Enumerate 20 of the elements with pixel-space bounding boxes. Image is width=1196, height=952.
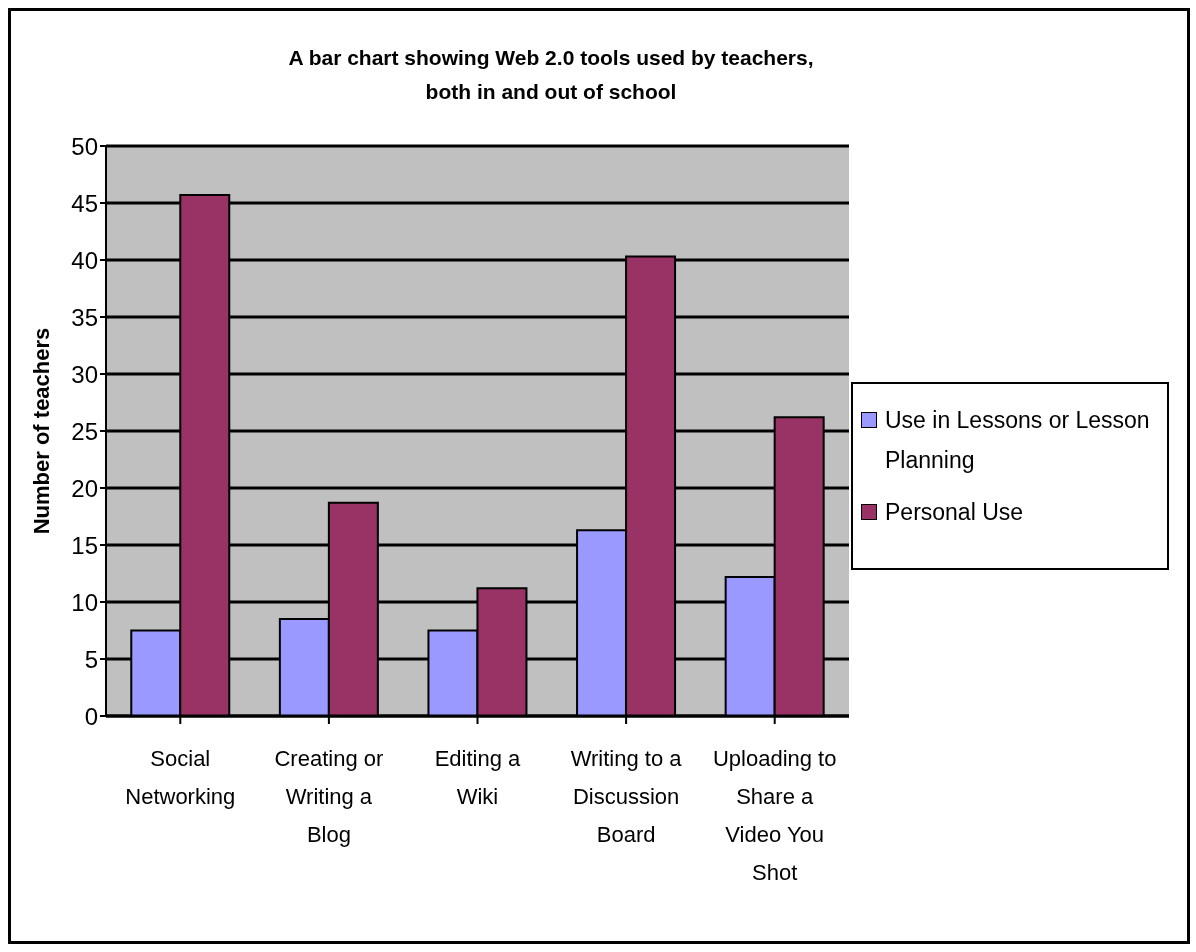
x-tick-label: Uploading to Share a Video You Shot [712,746,837,885]
x-tick-label: Writing to a Discussion Board [570,746,683,847]
y-tick-label: 10 [71,588,98,616]
legend-label: Use in Lessons or Lesson Planning [885,406,1151,475]
y-tick-label: 0 [84,702,98,730]
y-tick-label: 50 [71,132,98,160]
x-tick-label: Creating or Writing a Blog [274,746,384,847]
y-axis-title: Number of teachers [28,327,54,535]
y-tick-label: 45 [71,189,98,217]
chart-title: A bar chart showing Web 2.0 tools used by teachers, both in and out of school [287,45,815,105]
y-tick-label: 25 [71,417,98,445]
x-tick-label: Editing a Wiki [434,746,522,809]
x-tick-label: Social Networking [125,746,236,809]
y-tick-label: 5 [84,645,98,673]
y-tick-label: 30 [71,360,98,388]
legend-label: Personal Use [885,498,1024,527]
y-tick-label: 20 [71,474,98,502]
y-tick-label: 35 [71,303,98,331]
y-tick-label: 40 [71,246,98,274]
y-tick-label: 15 [71,531,98,559]
